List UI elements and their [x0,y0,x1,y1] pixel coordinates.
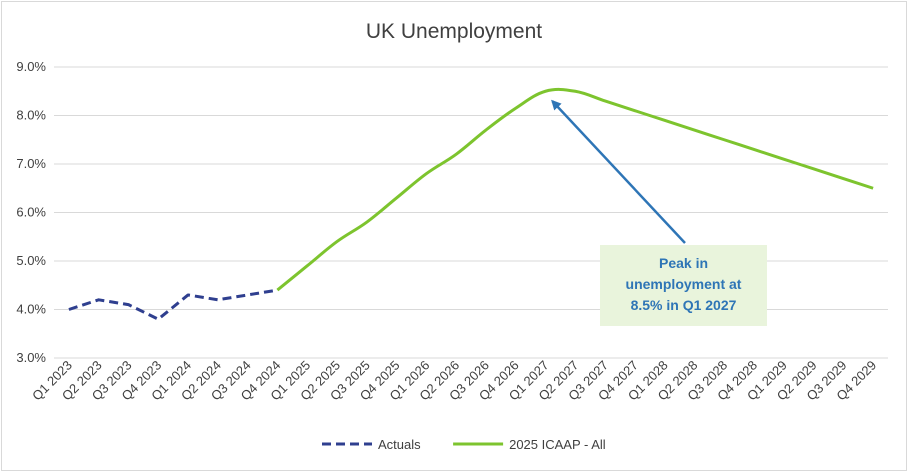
y-tick-label: 4.0% [16,302,46,317]
series-line-0 [68,288,278,321]
y-tick-label: 5.0% [16,253,46,268]
series-layer [68,87,874,321]
chart-title: UK Unemployment [366,20,542,43]
annotation-text: unemployment at [626,276,742,292]
y-tick-label: 7.0% [16,156,46,171]
y-tick-label: 8.0% [16,108,46,123]
annotation-text: Peak in [659,255,708,271]
annotation-box [600,245,767,326]
y-tick-label: 9.0% [16,59,46,74]
legend-label-0: Actuals [378,437,421,452]
series-line-1 [276,87,874,292]
y-tick-label: 6.0% [16,205,46,220]
annotation-arrow [551,99,686,244]
y-tick-label: 3.0% [16,350,46,365]
annotation-text: 8.5% in Q1 2027 [631,297,737,313]
peak-annotation: Peak in unemployment at 8.5% in Q1 2027 [551,99,767,326]
y-axis-ticks: 3.0% 4.0% 5.0% 6.0% 7.0% 8.0% 9.0% [16,59,46,365]
legend: Actuals 2025 ICAAP - All [322,437,606,452]
legend-label-1: 2025 ICAAP - All [509,437,606,452]
